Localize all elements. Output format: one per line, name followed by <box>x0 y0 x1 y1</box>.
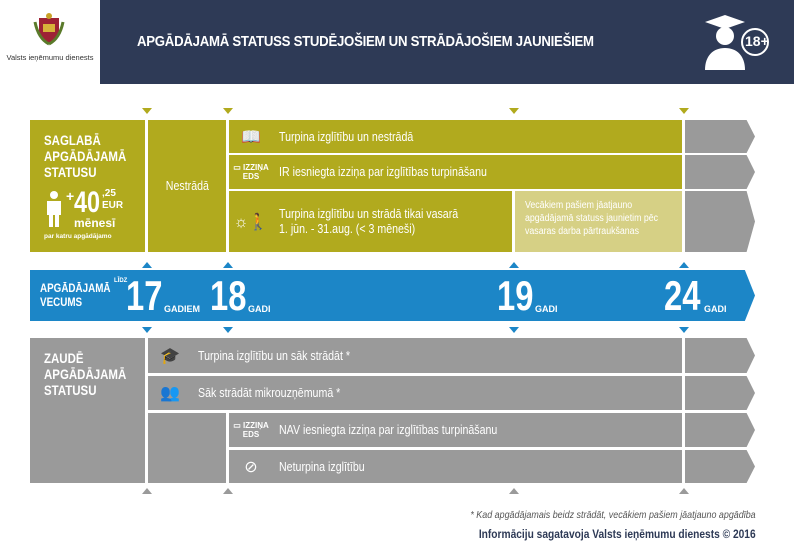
keep-row: ☼🚶 Turpina izglītību un strādā tikai vasa… <box>229 191 512 252</box>
lose-row: ▭ IZZIŅA EDS NAV iesniegta izziņa par izg… <box>229 413 682 447</box>
marker <box>142 327 152 333</box>
arrow-continue <box>685 376 755 410</box>
computer-eds-icon: ▭ IZZIŅA EDS <box>233 163 269 181</box>
keep-row: 📖 Turpina izglītību un nestrādā <box>229 120 682 153</box>
not-working-block: Nestrādā <box>148 120 226 252</box>
age-prefix: LĪDZ <box>114 278 128 284</box>
lose-spacer <box>148 413 226 483</box>
age-badge: 18+ <box>745 33 769 49</box>
row-label-dates: 1. jūn. - 31.aug. (< 3 mēneši) <box>279 221 416 236</box>
age-17: 17 <box>126 272 163 319</box>
amount-plus: + <box>66 188 75 204</box>
book-icon: 📖 <box>241 128 261 146</box>
logo: Valsts ieņēmumu dienests <box>0 0 100 84</box>
lose-heading: ZAUDĒ APGĀDĀJAMĀ STATUSU <box>44 350 127 398</box>
page-title: APGĀDĀJAMĀ STATUSS STUDĒJOŠIEM UN STRĀDĀ… <box>137 33 594 50</box>
arrow-continue <box>685 413 755 447</box>
marker <box>142 488 152 494</box>
marker <box>679 488 689 494</box>
marker <box>223 327 233 333</box>
amount-decimals: ,25 <box>102 188 116 199</box>
row-label: Neturpina izglītību <box>279 459 365 474</box>
row-label: Turpina izglītību un nestrādā <box>279 129 414 144</box>
lose-row: 👥 Sāk strādāt mikrouzņēmumā * <box>148 376 682 410</box>
marker <box>142 262 152 268</box>
arrow-continue <box>685 450 755 483</box>
coat-of-arms-icon <box>33 13 65 46</box>
age-unit: GADI <box>704 304 727 314</box>
row-label: Turpina izglītību un sāk strādāt * <box>198 348 350 363</box>
logo-text: Valsts ieņēmumu dienests <box>6 53 94 62</box>
graduate-icon: 🎓 <box>160 347 180 365</box>
marker <box>509 327 519 333</box>
keep-row: ▭ IZZIŅA EDS IR iesniegta izziņa par izgl… <box>229 155 682 189</box>
people-icon: 👥 <box>160 385 180 402</box>
age-label: APGĀDĀJAMĀ VECUMS <box>40 281 111 309</box>
row-label: NAV iesniegta izziņa par izglītības turp… <box>279 423 498 437</box>
period: mēnesī <box>74 216 116 230</box>
marker <box>679 108 689 114</box>
lose-status-block: ZAUDĒ APGĀDĀJAMĀ STATUSU <box>30 338 145 483</box>
marker <box>223 488 233 494</box>
lose-row: ⊘ Neturpina izglītību <box>229 450 682 483</box>
worker-icon <box>47 191 61 227</box>
row-label: IR iesniegta izziņa par izglītības turpi… <box>279 165 487 179</box>
age-unit: GADI <box>248 304 271 314</box>
lose-row: 🎓 Turpina izglītību un sāk strādāt * <box>148 338 682 373</box>
age-unit: GADI <box>535 304 558 314</box>
graduate-icon <box>705 15 769 70</box>
footnote: * Kad apgādājamais beidz strādāt, vecāki… <box>470 509 756 521</box>
age-19: 19 <box>497 272 534 319</box>
marker <box>509 262 519 268</box>
marker <box>509 108 519 114</box>
renew-note: Vecākiem pašiem jāatjauno apgādājamā sta… <box>515 191 682 252</box>
amount-note: par katru apgādājamo <box>44 233 112 240</box>
credit: Informāciju sagatavoja Valsts ieņēmumu d… <box>479 527 756 541</box>
arrow-continue <box>685 191 755 252</box>
age-18: 18 <box>210 272 247 319</box>
marker <box>223 262 233 268</box>
age-unit: GADIEM <box>164 304 200 314</box>
amount-value: 40 <box>74 186 101 219</box>
keep-status-block: SAGLABĀ APGĀDĀJAMĀ STATUSU + 40 ,25 EUR … <box>30 120 145 252</box>
marker <box>679 327 689 333</box>
computer-eds-icon: ▭ IZZIŅA EDS <box>233 421 269 439</box>
arrow-continue <box>685 155 755 189</box>
marker <box>142 108 152 114</box>
age-24: 24 <box>664 272 701 319</box>
row-label: Turpina izglītību un strādā tikai vasarā <box>279 206 459 221</box>
currency: EUR <box>102 200 124 211</box>
marker <box>679 262 689 268</box>
marker <box>509 488 519 494</box>
marker <box>223 108 233 114</box>
no-education-icon: ⊘ <box>244 458 258 476</box>
age-bar: APGĀDĀJAMĀ VECUMS LĪDZ 17 GADIEM 18 GADI… <box>30 270 755 321</box>
arrow-continue <box>685 120 755 153</box>
keep-heading: SAGLABĀ APGĀDĀJAMĀ STATUSU <box>44 132 127 180</box>
row-label: Sāk strādāt mikrouzņēmumā * <box>198 386 341 400</box>
not-working-label: Nestrādā <box>165 179 209 193</box>
summer-worker-icon: ☼🚶 <box>233 213 269 231</box>
arrow-continue <box>685 338 755 373</box>
header-bar: APGĀDĀJAMĀ STATUSS STUDĒJOŠIEM UN STRĀDĀ… <box>100 0 794 84</box>
